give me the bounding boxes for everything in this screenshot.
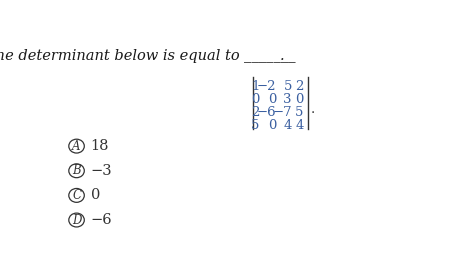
- Text: 0: 0: [268, 93, 277, 106]
- Text: 0: 0: [268, 119, 277, 132]
- Text: −7: −7: [272, 106, 292, 119]
- Text: 5: 5: [284, 80, 292, 93]
- Text: 2: 2: [295, 80, 304, 93]
- Text: A: A: [72, 140, 81, 152]
- Text: −6: −6: [90, 213, 112, 227]
- Text: 5: 5: [295, 106, 304, 119]
- Text: −3: −3: [90, 164, 112, 178]
- Text: 18: 18: [90, 139, 109, 153]
- Text: 4: 4: [284, 119, 292, 132]
- Text: C: C: [72, 189, 81, 202]
- Text: 3: 3: [284, 93, 292, 106]
- Text: The determinant below is equal to: The determinant below is equal to: [0, 49, 244, 63]
- Text: _______: _______: [244, 49, 296, 63]
- Text: .: .: [311, 103, 315, 116]
- Text: −6: −6: [257, 106, 277, 119]
- Text: 0: 0: [295, 93, 304, 106]
- Text: .: .: [279, 49, 284, 63]
- Text: 0: 0: [251, 93, 259, 106]
- Text: D: D: [72, 214, 81, 226]
- Text: 1: 1: [251, 80, 259, 93]
- Text: B: B: [72, 164, 81, 177]
- Text: −2: −2: [257, 80, 277, 93]
- Text: 2: 2: [251, 106, 259, 119]
- Text: 5: 5: [251, 119, 259, 132]
- Text: 0: 0: [90, 188, 100, 202]
- Text: 4: 4: [295, 119, 304, 132]
